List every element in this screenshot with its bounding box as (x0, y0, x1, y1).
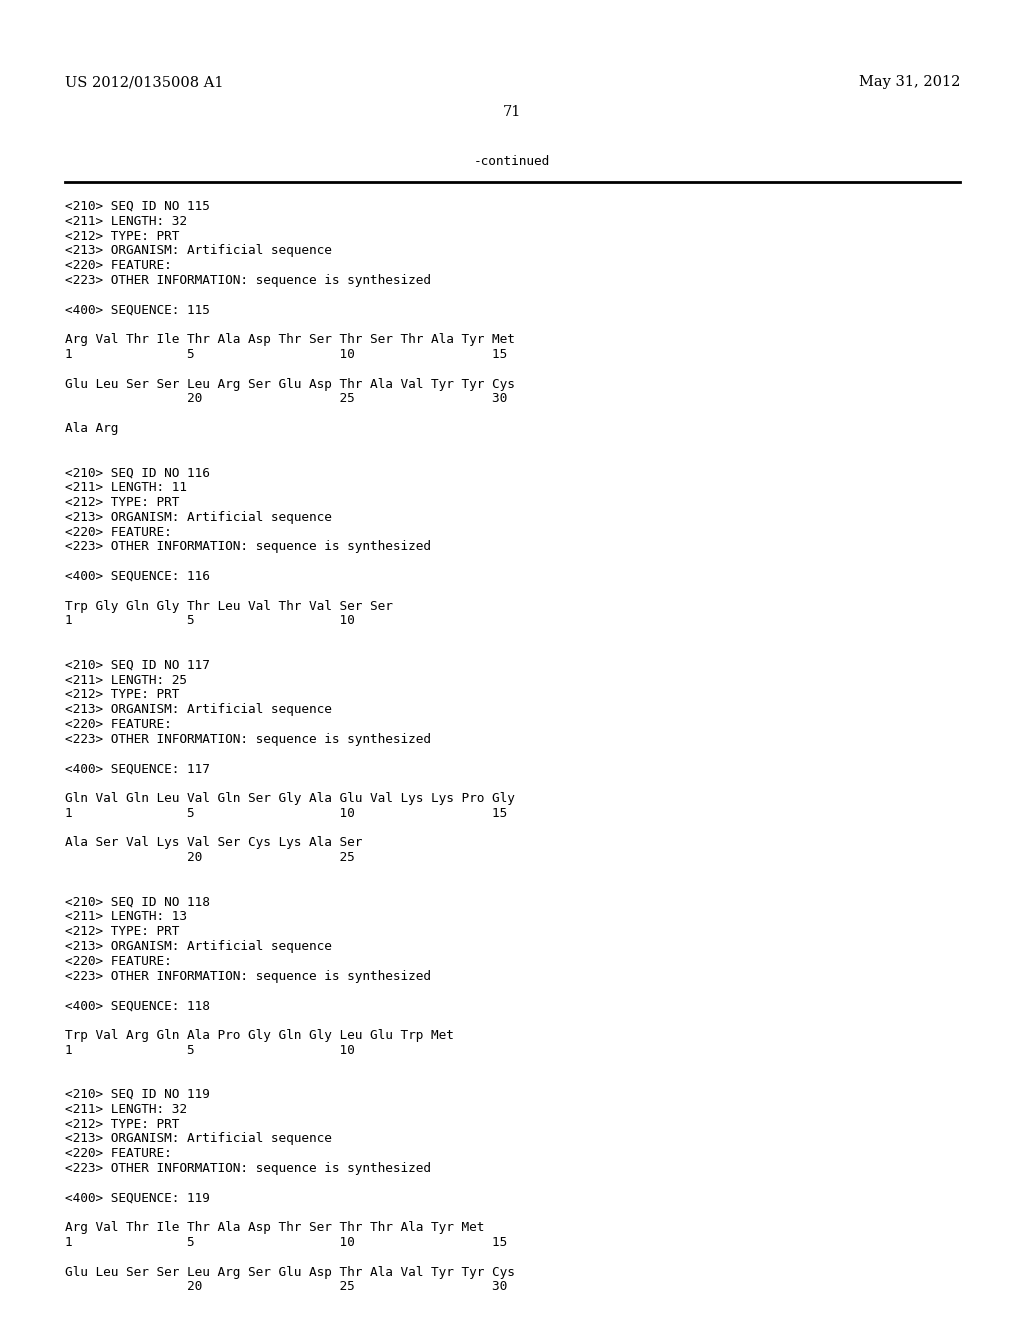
Text: <213> ORGANISM: Artificial sequence: <213> ORGANISM: Artificial sequence (65, 511, 332, 524)
Text: <400> SEQUENCE: 116: <400> SEQUENCE: 116 (65, 570, 210, 583)
Text: 20                  25                  30: 20 25 30 (65, 1280, 507, 1294)
Text: 1               5                   10                  15: 1 5 10 15 (65, 1236, 507, 1249)
Text: <210> SEQ ID NO 118: <210> SEQ ID NO 118 (65, 895, 210, 908)
Text: 1               5                   10                  15: 1 5 10 15 (65, 348, 507, 360)
Text: <211> LENGTH: 32: <211> LENGTH: 32 (65, 1102, 187, 1115)
Text: Arg Val Thr Ile Thr Ala Asp Thr Ser Thr Thr Ala Tyr Met: Arg Val Thr Ile Thr Ala Asp Thr Ser Thr … (65, 1221, 484, 1234)
Text: 1               5                   10: 1 5 10 (65, 1044, 354, 1056)
Text: <213> ORGANISM: Artificial sequence: <213> ORGANISM: Artificial sequence (65, 1133, 332, 1146)
Text: Ala Arg: Ala Arg (65, 422, 119, 436)
Text: 20                  25                  30: 20 25 30 (65, 392, 507, 405)
Text: <223> OTHER INFORMATION: sequence is synthesized: <223> OTHER INFORMATION: sequence is syn… (65, 540, 431, 553)
Text: <223> OTHER INFORMATION: sequence is synthesized: <223> OTHER INFORMATION: sequence is syn… (65, 970, 431, 982)
Text: <212> TYPE: PRT: <212> TYPE: PRT (65, 925, 179, 939)
Text: <211> LENGTH: 25: <211> LENGTH: 25 (65, 673, 187, 686)
Text: 1               5                   10                  15: 1 5 10 15 (65, 807, 507, 820)
Text: <220> FEATURE:: <220> FEATURE: (65, 954, 172, 968)
Text: <213> ORGANISM: Artificial sequence: <213> ORGANISM: Artificial sequence (65, 940, 332, 953)
Text: <210> SEQ ID NO 116: <210> SEQ ID NO 116 (65, 466, 210, 479)
Text: <211> LENGTH: 32: <211> LENGTH: 32 (65, 215, 187, 228)
Text: 1               5                   10: 1 5 10 (65, 614, 354, 627)
Text: Trp Gly Gln Gly Thr Leu Val Thr Val Ser Ser: Trp Gly Gln Gly Thr Leu Val Thr Val Ser … (65, 599, 393, 612)
Text: <220> FEATURE:: <220> FEATURE: (65, 525, 172, 539)
Text: Glu Leu Ser Ser Leu Arg Ser Glu Asp Thr Ala Val Tyr Tyr Cys: Glu Leu Ser Ser Leu Arg Ser Glu Asp Thr … (65, 1266, 515, 1279)
Text: 71: 71 (503, 106, 521, 119)
Text: <213> ORGANISM: Artificial sequence: <213> ORGANISM: Artificial sequence (65, 704, 332, 717)
Text: <210> SEQ ID NO 117: <210> SEQ ID NO 117 (65, 659, 210, 672)
Text: <400> SEQUENCE: 115: <400> SEQUENCE: 115 (65, 304, 210, 317)
Text: Arg Val Thr Ile Thr Ala Asp Thr Ser Thr Ser Thr Ala Tyr Met: Arg Val Thr Ile Thr Ala Asp Thr Ser Thr … (65, 333, 515, 346)
Text: <220> FEATURE:: <220> FEATURE: (65, 1147, 172, 1160)
Text: <212> TYPE: PRT: <212> TYPE: PRT (65, 1118, 179, 1131)
Text: <213> ORGANISM: Artificial sequence: <213> ORGANISM: Artificial sequence (65, 244, 332, 257)
Text: May 31, 2012: May 31, 2012 (859, 75, 961, 88)
Text: -continued: -continued (474, 154, 550, 168)
Text: <400> SEQUENCE: 119: <400> SEQUENCE: 119 (65, 1192, 210, 1205)
Text: <211> LENGTH: 13: <211> LENGTH: 13 (65, 911, 187, 924)
Text: <220> FEATURE:: <220> FEATURE: (65, 259, 172, 272)
Text: <210> SEQ ID NO 115: <210> SEQ ID NO 115 (65, 201, 210, 213)
Text: 20                  25: 20 25 (65, 851, 354, 865)
Text: <400> SEQUENCE: 118: <400> SEQUENCE: 118 (65, 999, 210, 1012)
Text: <400> SEQUENCE: 117: <400> SEQUENCE: 117 (65, 763, 210, 775)
Text: <212> TYPE: PRT: <212> TYPE: PRT (65, 496, 179, 510)
Text: <210> SEQ ID NO 119: <210> SEQ ID NO 119 (65, 1088, 210, 1101)
Text: <223> OTHER INFORMATION: sequence is synthesized: <223> OTHER INFORMATION: sequence is syn… (65, 1162, 431, 1175)
Text: Gln Val Gln Leu Val Gln Ser Gly Ala Glu Val Lys Lys Pro Gly: Gln Val Gln Leu Val Gln Ser Gly Ala Glu … (65, 792, 515, 805)
Text: <223> OTHER INFORMATION: sequence is synthesized: <223> OTHER INFORMATION: sequence is syn… (65, 275, 431, 286)
Text: <212> TYPE: PRT: <212> TYPE: PRT (65, 689, 179, 701)
Text: US 2012/0135008 A1: US 2012/0135008 A1 (65, 75, 223, 88)
Text: Ala Ser Val Lys Val Ser Cys Lys Ala Ser: Ala Ser Val Lys Val Ser Cys Lys Ala Ser (65, 837, 362, 849)
Text: Glu Leu Ser Ser Leu Arg Ser Glu Asp Thr Ala Val Tyr Tyr Cys: Glu Leu Ser Ser Leu Arg Ser Glu Asp Thr … (65, 378, 515, 391)
Text: <211> LENGTH: 11: <211> LENGTH: 11 (65, 482, 187, 494)
Text: <212> TYPE: PRT: <212> TYPE: PRT (65, 230, 179, 243)
Text: Trp Val Arg Gln Ala Pro Gly Gln Gly Leu Glu Trp Met: Trp Val Arg Gln Ala Pro Gly Gln Gly Leu … (65, 1028, 454, 1041)
Text: <223> OTHER INFORMATION: sequence is synthesized: <223> OTHER INFORMATION: sequence is syn… (65, 733, 431, 746)
Text: <220> FEATURE:: <220> FEATURE: (65, 718, 172, 731)
